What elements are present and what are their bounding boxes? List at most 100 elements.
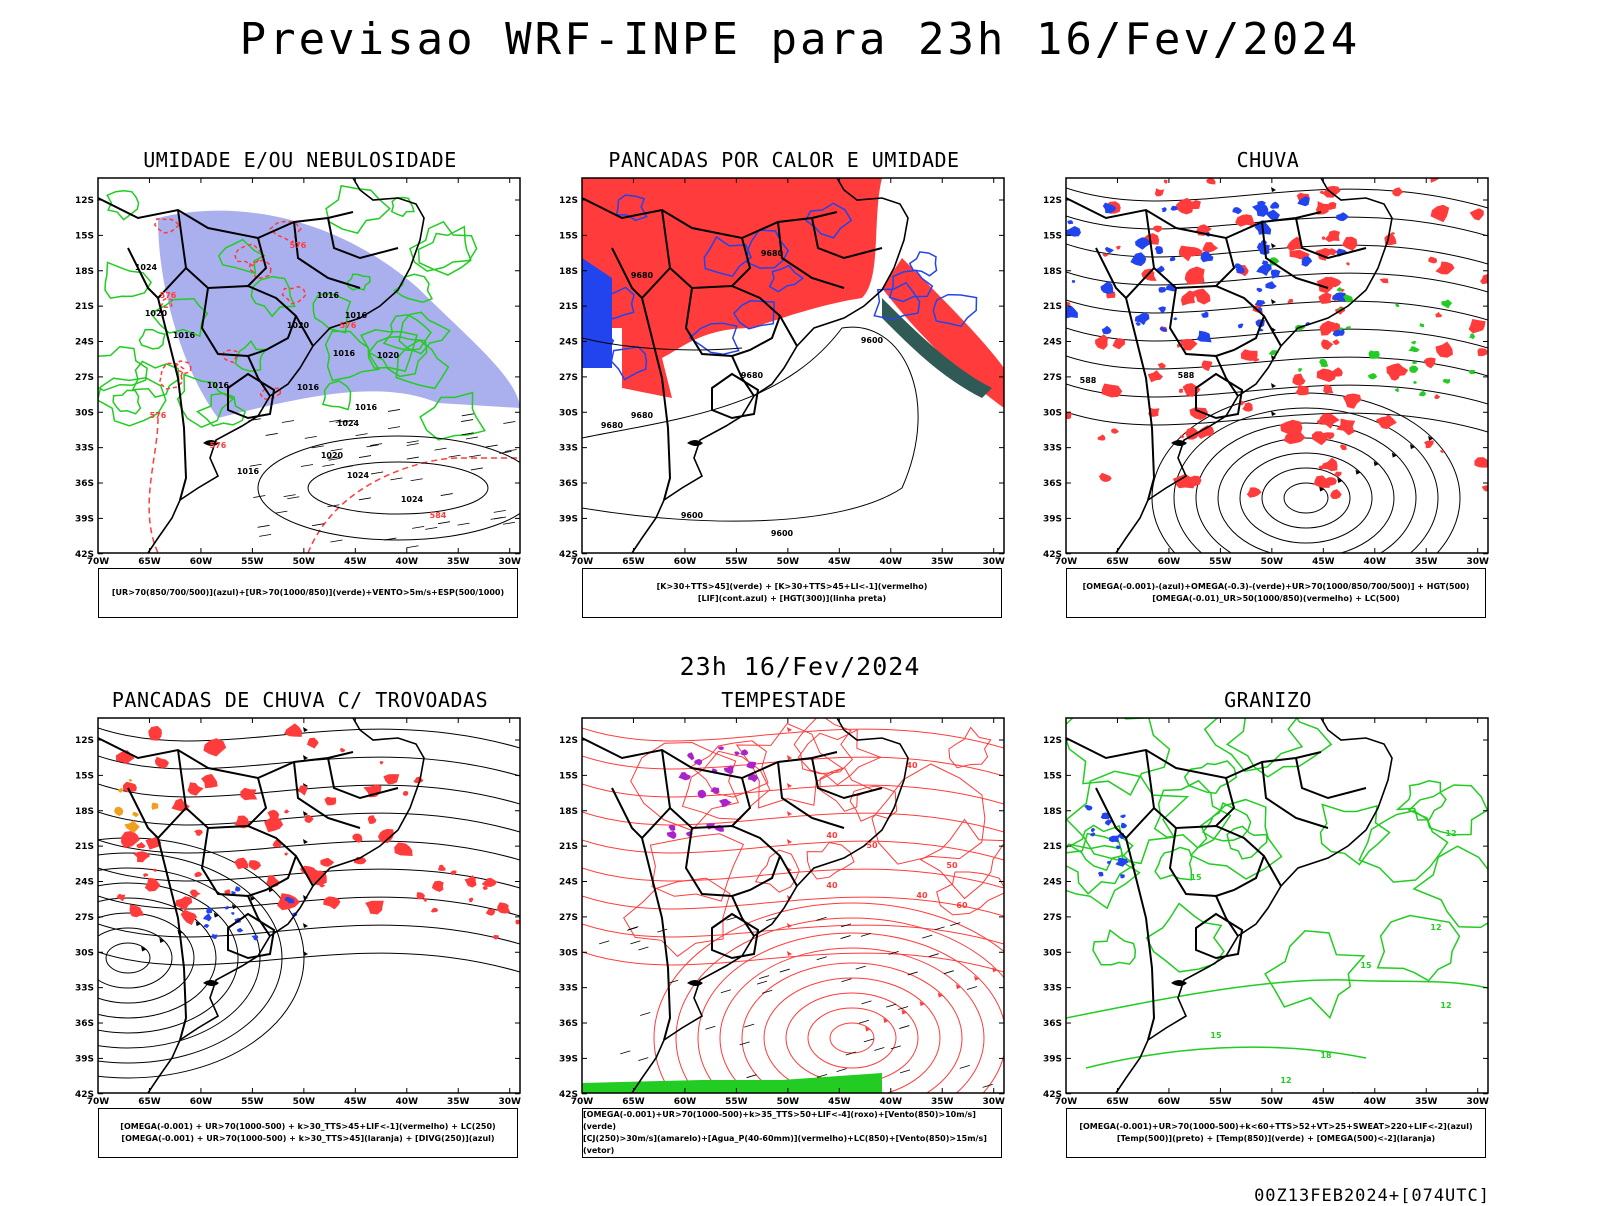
wind-vector (390, 477, 403, 481)
wind-vector (300, 464, 314, 467)
lon-label: 45W (344, 1097, 367, 1107)
rain-fill (1336, 418, 1356, 436)
wind-vector (327, 504, 340, 508)
wind-vector (330, 539, 343, 543)
lif-contour (688, 322, 740, 355)
lat-label: 39S (559, 514, 578, 524)
wind-vector (855, 965, 866, 970)
rain-fill (1147, 370, 1163, 383)
lat-label: 30S (75, 948, 94, 958)
lat-label: 30S (559, 408, 578, 418)
streamline-arrow (213, 912, 219, 918)
basemap (582, 178, 909, 553)
lon-label: 45W (828, 557, 851, 567)
contour-label: 15 (1360, 961, 1372, 970)
contour-label: 9680 (741, 371, 764, 380)
lat-label: 18S (559, 807, 578, 817)
lon-label: 60W (674, 1097, 697, 1107)
rain-fill (1190, 200, 1201, 210)
political-border (1195, 372, 1244, 420)
wind-vector (329, 419, 342, 423)
lon-label: 35W (447, 557, 470, 567)
wind-vector (503, 421, 516, 424)
heat-shower-fill (582, 178, 882, 398)
streamline (98, 923, 520, 945)
lif-contour (615, 194, 648, 222)
lon-label: 60W (1158, 557, 1181, 567)
wind-vector (860, 933, 872, 937)
streamline-arrow (787, 783, 792, 788)
temp850-contour (1412, 845, 1488, 929)
heat-shower-fill (882, 258, 1004, 408)
thunder-fill (324, 796, 337, 806)
streamline (98, 839, 520, 861)
legend-line: [OMEGA(-0.01)_UR>50(1000/850)(vermelho) … (1152, 594, 1400, 603)
humidity-contour (149, 298, 209, 338)
lon-label: 50W (293, 1097, 316, 1107)
omega-strong-fill (1441, 299, 1453, 309)
rain-fill (1435, 341, 1453, 358)
political-border (98, 737, 354, 780)
map-canvas: 40 40 50 50 40 60 40 12S 15S 18S 21S 24S 27S 30S 33S 36… (559, 717, 1005, 1107)
humidity-contour (417, 225, 472, 276)
lon-label: 70W (1055, 1097, 1078, 1107)
humidity-contour (409, 220, 478, 272)
thunder-fill (307, 737, 319, 749)
political-border (327, 217, 399, 260)
lon-label: 65W (138, 557, 161, 567)
rain-fill (1320, 457, 1338, 472)
panel-title: GRANIZO (1224, 688, 1312, 712)
lat-label: 24S (559, 878, 578, 888)
panel-legend: [K>30+TTS>45](verde) + [K>30+TTS>45+LI<-… (582, 568, 1002, 618)
rain-fill (1321, 236, 1326, 240)
divergence-fill (236, 927, 244, 933)
contour-label: 9680 (761, 249, 784, 258)
wind-vector (366, 444, 379, 448)
lat-label: 39S (75, 1054, 94, 1064)
storm-fill (687, 752, 695, 761)
panel-umidade: UMIDADE E/OU NEBULOSIDADE 1016 1016 1016 10… (50, 148, 550, 638)
lat-label: 24S (1043, 338, 1062, 348)
lon-label: 30W (982, 557, 1005, 567)
storm-fill (740, 749, 749, 756)
rain-fill (1343, 393, 1362, 409)
rain-fill (1292, 373, 1306, 386)
omega-fill (1102, 202, 1117, 214)
wind-vector (434, 447, 447, 451)
political-border (1215, 237, 1236, 287)
rain-fill (1180, 290, 1197, 306)
water-contour (623, 877, 731, 957)
wind-vector (934, 926, 945, 931)
map-trovoadas: 12S 15S 18S 21S 24S 27S 30S 33S 36S 39S 42S 70W 65W 6… (75, 717, 521, 1107)
lat-label: 39S (1043, 1054, 1062, 1064)
omega-fill (1257, 307, 1263, 313)
lon-label: 55W (1209, 557, 1232, 567)
omega-fill (1154, 246, 1164, 255)
legend-line: [K>30+TTS>45](verde) + [K>30+TTS>45+LI<-… (656, 582, 928, 591)
contour-label: 1020 (377, 351, 400, 360)
lat-label: 24S (75, 338, 94, 348)
lat-label: 18S (1043, 807, 1062, 817)
panel-title: PANCADAS POR CALOR E UMIDADE (608, 148, 960, 172)
wind-vector (312, 523, 325, 527)
streamline-arrow (1271, 243, 1276, 248)
political-border (127, 787, 187, 840)
map-pancadas-calor: 9680 9680 9680 9600 9680 9600 9600 9680 12S 15S 18… (559, 177, 1005, 567)
contour-label: 576 (150, 411, 167, 420)
lon-label: 60W (190, 1097, 213, 1107)
lon-label: 30W (1466, 557, 1489, 567)
contour-label: 60 (956, 901, 968, 910)
thunder-fill (416, 892, 425, 900)
map-layers: 12 15 18 12 15 12 12 15 12 (1066, 718, 1488, 1093)
mid-title: 23h 16/Fev/2024 (679, 652, 921, 681)
lat-label: 15S (559, 231, 578, 241)
lagoon (687, 440, 703, 446)
wind-vector (720, 989, 732, 994)
hail-fill (1084, 804, 1093, 811)
lagoon (203, 440, 219, 446)
map-umidade: 1016 1016 1016 1024 1020 1016 1016 1024 1020 1016… (75, 177, 521, 567)
legend-line: [OMEGA(-0.001)-(azul)+OMEGA(-0.3)-(verde… (1082, 582, 1470, 591)
political-border (611, 247, 671, 300)
lat-label: 27S (75, 913, 94, 923)
